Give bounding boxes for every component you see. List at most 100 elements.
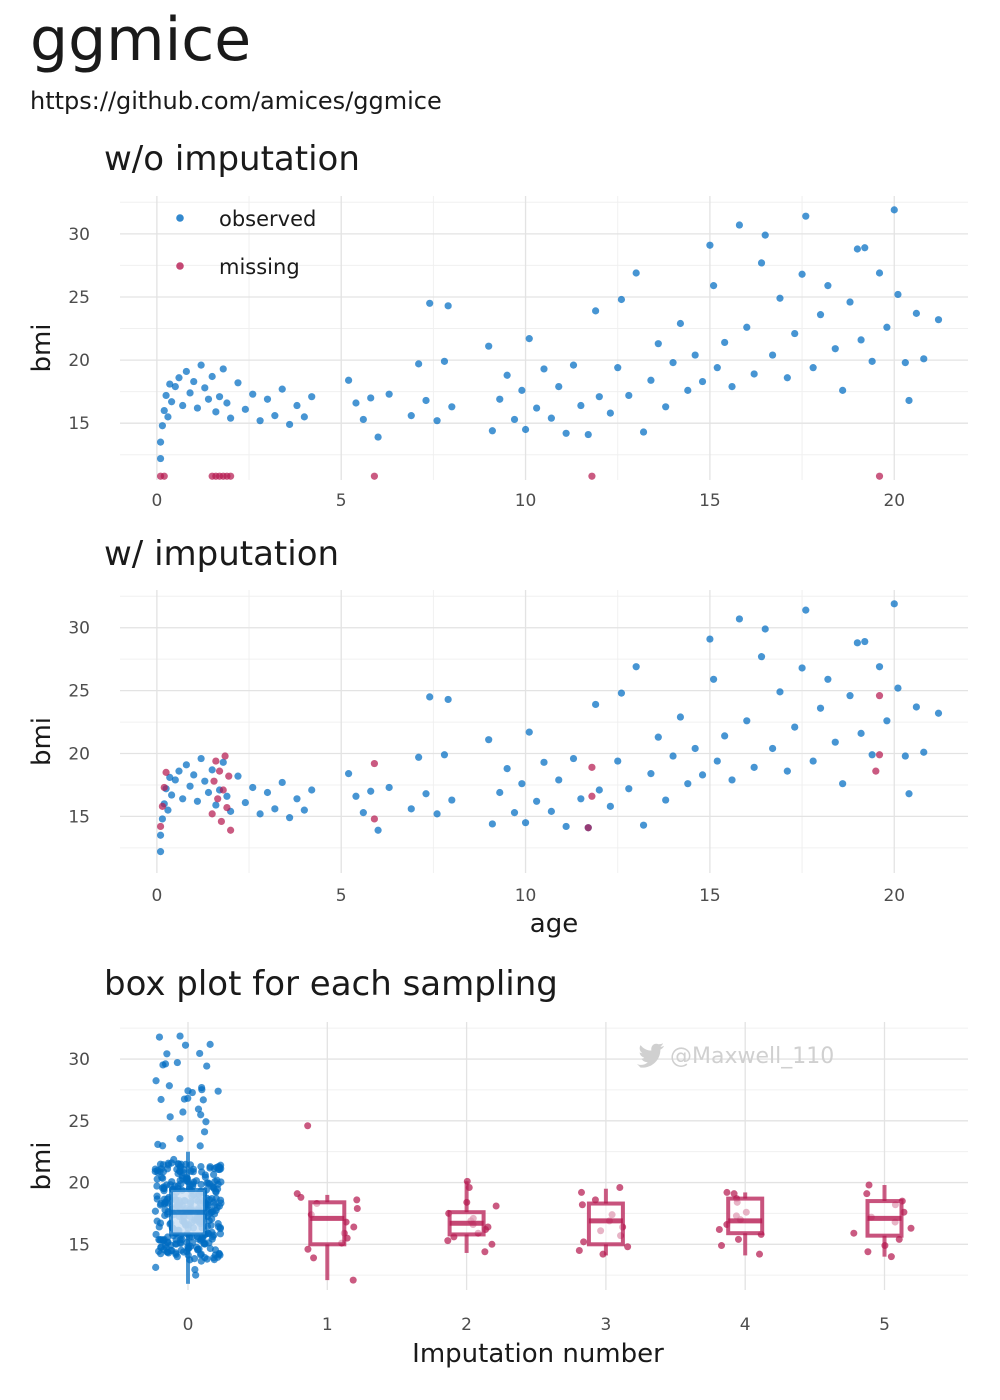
x-tick-label: 3 bbox=[600, 1315, 611, 1335]
jitter-point-observed bbox=[212, 1188, 220, 1196]
data-point-observed bbox=[212, 801, 220, 809]
data-point-observed bbox=[182, 367, 190, 376]
data-point-observed bbox=[179, 401, 187, 410]
data-point-observed bbox=[750, 370, 758, 378]
jitter-point-observed bbox=[160, 1246, 168, 1254]
jitter-point-imputed bbox=[575, 1246, 583, 1254]
y-tick-label: 25 bbox=[68, 682, 90, 702]
data-point-observed bbox=[721, 338, 729, 347]
jitter-point-imputed bbox=[624, 1243, 632, 1251]
jitter-point-observed bbox=[158, 1142, 167, 1150]
data-point-observed bbox=[802, 212, 810, 220]
jitter-point-observed bbox=[159, 1174, 167, 1182]
data-point-missing bbox=[875, 751, 884, 759]
data-point-observed bbox=[555, 382, 563, 391]
data-point-observed bbox=[179, 795, 187, 803]
data-point-observed bbox=[816, 704, 825, 712]
data-point-observed bbox=[166, 380, 174, 388]
jitter-point-observed bbox=[214, 1220, 222, 1228]
data-point-observed bbox=[448, 796, 456, 804]
y-tick-label: 30 bbox=[68, 225, 90, 245]
jitter-point-observed bbox=[197, 1180, 205, 1189]
jitter-point-observed bbox=[172, 1240, 181, 1248]
data-point-observed bbox=[846, 692, 854, 700]
jitter-point-observed bbox=[189, 1168, 197, 1176]
x-tick-label: 0 bbox=[183, 1315, 194, 1335]
jitter-point-imputed bbox=[715, 1225, 723, 1233]
data-point-missing bbox=[215, 767, 224, 775]
data-point-observed bbox=[407, 805, 415, 813]
data-point-observed bbox=[698, 771, 707, 779]
data-point-missing bbox=[588, 792, 596, 800]
jitter-point-imputed bbox=[734, 1235, 742, 1243]
data-point-observed bbox=[433, 810, 441, 818]
data-point-observed bbox=[868, 357, 876, 365]
jitter-point-observed bbox=[155, 1223, 163, 1231]
data-point-observed bbox=[488, 820, 496, 828]
data-point-observed bbox=[540, 758, 548, 766]
panel2-title: w/ imputation bbox=[104, 534, 340, 574]
data-point-observed bbox=[802, 606, 810, 614]
jitter-point-observed bbox=[198, 1083, 206, 1092]
data-point-observed bbox=[569, 754, 578, 763]
data-point-observed bbox=[905, 396, 913, 405]
box-body bbox=[586, 1201, 625, 1247]
jitter-point-observed bbox=[153, 1192, 161, 1200]
data-point-observed bbox=[164, 413, 172, 421]
data-point-observed bbox=[669, 752, 677, 760]
data-point-missing bbox=[214, 795, 222, 803]
data-point-observed bbox=[857, 729, 865, 737]
data-point-observed bbox=[344, 376, 353, 384]
jitter-point-observed bbox=[161, 1211, 169, 1220]
data-point-observed bbox=[208, 766, 216, 774]
data-point-observed bbox=[193, 404, 202, 412]
data-point-missing bbox=[872, 767, 880, 775]
jitter-point-observed bbox=[208, 1194, 216, 1203]
x-tick-label: 5 bbox=[879, 1315, 890, 1335]
data-point-observed bbox=[577, 401, 585, 410]
jitter-point-observed bbox=[210, 1165, 219, 1173]
panel3-title: box plot for each sampling bbox=[104, 964, 558, 1004]
jitter-point-observed bbox=[157, 1095, 165, 1104]
data-point-observed bbox=[890, 600, 898, 608]
data-point-observed bbox=[691, 744, 699, 753]
x-tick-label: 10 bbox=[515, 886, 537, 906]
data-point-observed bbox=[614, 364, 622, 372]
jitter-point-observed bbox=[173, 1058, 181, 1067]
data-point-observed bbox=[894, 684, 902, 692]
data-point-observed bbox=[422, 396, 430, 405]
data-point-observed bbox=[890, 206, 898, 214]
data-point-observed bbox=[861, 637, 869, 646]
data-point-observed bbox=[768, 351, 777, 359]
y-tick-label: 30 bbox=[68, 619, 90, 639]
jitter-point-imputed bbox=[297, 1193, 305, 1201]
data-point-observed bbox=[175, 767, 183, 775]
legend-key-observed bbox=[176, 214, 184, 222]
data-point-missing bbox=[208, 810, 216, 818]
data-point-observed bbox=[654, 733, 662, 741]
legend-label-missing: missing bbox=[219, 255, 300, 279]
jitter-point-imputed bbox=[353, 1196, 361, 1204]
x-tick-label: 20 bbox=[883, 886, 905, 906]
jitter-point-observed bbox=[181, 1041, 190, 1049]
data-point-observed bbox=[639, 821, 648, 829]
jitter-point-observed bbox=[189, 1180, 197, 1188]
data-point-observed bbox=[875, 269, 884, 277]
data-point-observed bbox=[433, 417, 441, 425]
data-point-observed bbox=[488, 427, 496, 435]
jitter-point-imputed bbox=[718, 1242, 726, 1250]
data-point-observed bbox=[684, 386, 692, 394]
jitter-point-observed bbox=[160, 1195, 168, 1203]
data-point-observed bbox=[278, 385, 286, 393]
data-point-observed bbox=[510, 415, 519, 424]
data-point-observed bbox=[647, 376, 655, 384]
data-point-observed bbox=[595, 393, 603, 401]
jitter-point-observed bbox=[191, 1265, 199, 1274]
data-point-observed bbox=[156, 438, 165, 446]
data-point-observed bbox=[743, 717, 751, 725]
data-point-observed bbox=[286, 814, 294, 822]
data-point-observed bbox=[426, 693, 434, 701]
jitter-point-imputed bbox=[492, 1202, 500, 1210]
jitter-point-observed bbox=[166, 1181, 175, 1189]
